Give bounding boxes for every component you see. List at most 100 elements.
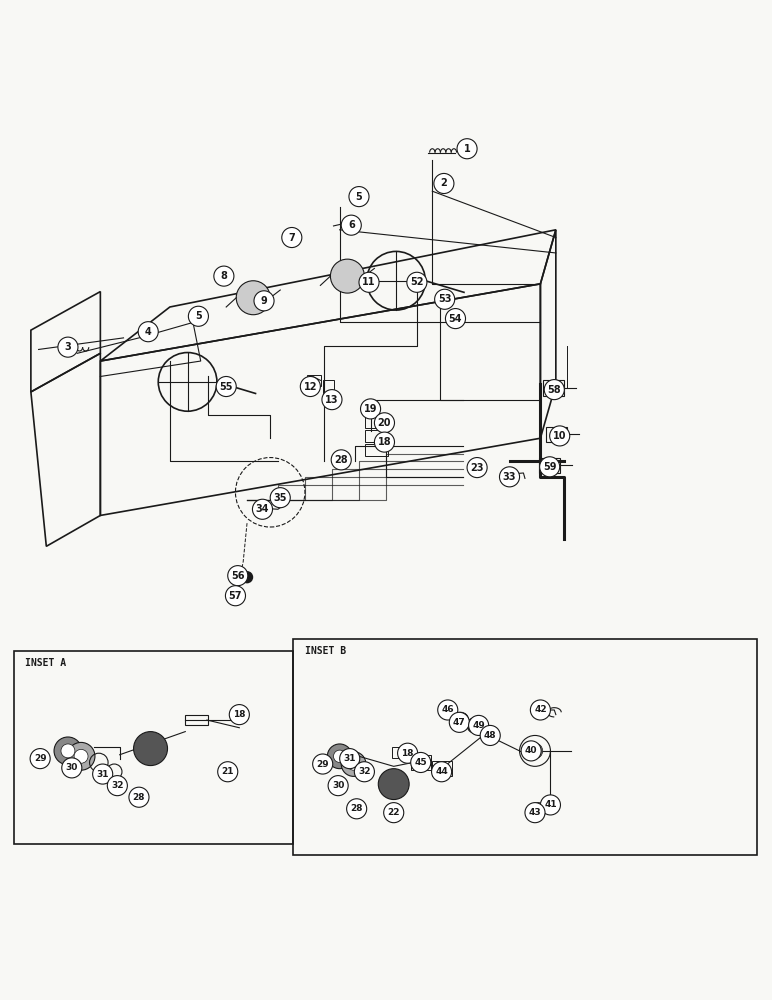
Circle shape (347, 758, 360, 770)
Circle shape (30, 749, 50, 769)
Circle shape (340, 749, 360, 769)
Circle shape (374, 432, 394, 452)
Circle shape (218, 762, 238, 782)
Bar (365, 416, 388, 428)
Circle shape (58, 337, 78, 357)
Text: 28: 28 (334, 455, 348, 465)
Circle shape (254, 291, 274, 311)
Bar (546, 427, 567, 442)
Circle shape (228, 566, 248, 586)
Circle shape (361, 399, 381, 419)
Circle shape (67, 742, 95, 770)
Circle shape (467, 458, 487, 478)
Circle shape (435, 289, 455, 309)
Circle shape (107, 776, 127, 796)
Text: 21: 21 (222, 767, 234, 776)
Circle shape (62, 758, 82, 778)
Text: 31: 31 (344, 754, 356, 763)
Circle shape (407, 272, 427, 292)
Bar (411, 755, 431, 770)
Circle shape (398, 743, 418, 763)
Text: 52: 52 (410, 277, 424, 287)
Text: 5: 5 (195, 311, 201, 321)
Circle shape (54, 737, 82, 765)
Text: 22: 22 (388, 808, 400, 817)
Text: 7: 7 (289, 233, 295, 243)
Circle shape (322, 390, 342, 410)
Circle shape (74, 749, 88, 763)
Text: 49: 49 (472, 721, 485, 730)
Text: 30: 30 (332, 781, 344, 790)
Bar (365, 430, 388, 442)
Circle shape (93, 764, 113, 784)
Text: 29: 29 (34, 754, 46, 763)
Text: 57: 57 (229, 591, 242, 601)
Text: 11: 11 (362, 277, 376, 287)
Circle shape (138, 322, 158, 342)
Bar (438, 178, 450, 187)
Text: 48: 48 (484, 731, 496, 740)
Circle shape (384, 803, 404, 823)
Circle shape (327, 744, 352, 769)
Circle shape (438, 700, 458, 720)
Circle shape (129, 787, 149, 807)
Text: 31: 31 (96, 770, 109, 779)
Text: 41: 41 (544, 800, 557, 809)
Text: 8: 8 (221, 271, 227, 281)
Circle shape (241, 571, 253, 583)
Text: 1: 1 (464, 144, 470, 154)
Circle shape (445, 309, 466, 329)
Text: 43: 43 (529, 808, 541, 817)
Text: 55: 55 (219, 382, 233, 392)
Text: 29: 29 (317, 760, 329, 769)
Circle shape (300, 376, 320, 397)
Circle shape (331, 450, 351, 470)
Text: 30: 30 (66, 763, 78, 772)
Text: 32: 32 (358, 767, 371, 776)
Text: 28: 28 (133, 793, 145, 802)
Text: 23: 23 (470, 463, 484, 473)
Circle shape (449, 712, 469, 732)
Circle shape (440, 702, 455, 718)
Circle shape (270, 488, 290, 508)
Circle shape (480, 725, 496, 741)
Circle shape (236, 281, 270, 315)
Text: 9: 9 (261, 296, 267, 306)
Circle shape (214, 266, 234, 286)
Circle shape (341, 752, 366, 776)
Circle shape (550, 426, 570, 446)
Circle shape (434, 173, 454, 194)
Text: 35: 35 (273, 493, 287, 503)
Circle shape (374, 413, 394, 433)
Text: 18: 18 (401, 749, 414, 758)
Circle shape (330, 259, 364, 293)
Text: 20: 20 (378, 418, 391, 428)
Circle shape (378, 769, 409, 800)
Text: 28: 28 (350, 804, 363, 813)
Circle shape (229, 705, 249, 725)
Text: 13: 13 (325, 395, 339, 405)
Text: 18: 18 (233, 710, 245, 719)
Circle shape (282, 227, 302, 248)
Bar (539, 458, 560, 473)
Text: 59: 59 (543, 462, 557, 472)
Circle shape (480, 725, 500, 745)
Text: 34: 34 (256, 504, 269, 514)
Text: 42: 42 (534, 705, 547, 714)
Circle shape (216, 376, 236, 397)
Text: INSET A: INSET A (25, 658, 66, 668)
Text: 56: 56 (231, 571, 245, 581)
Circle shape (469, 715, 489, 735)
Text: 4: 4 (145, 327, 151, 337)
Text: 58: 58 (547, 385, 561, 395)
Text: 19: 19 (364, 404, 378, 414)
Bar (543, 380, 564, 396)
Bar (323, 380, 334, 396)
Circle shape (525, 803, 545, 823)
Circle shape (225, 586, 245, 606)
Text: 47: 47 (453, 718, 466, 727)
Circle shape (499, 467, 520, 487)
Bar (392, 747, 411, 758)
Text: 32: 32 (111, 781, 124, 790)
Text: 5: 5 (356, 192, 362, 202)
